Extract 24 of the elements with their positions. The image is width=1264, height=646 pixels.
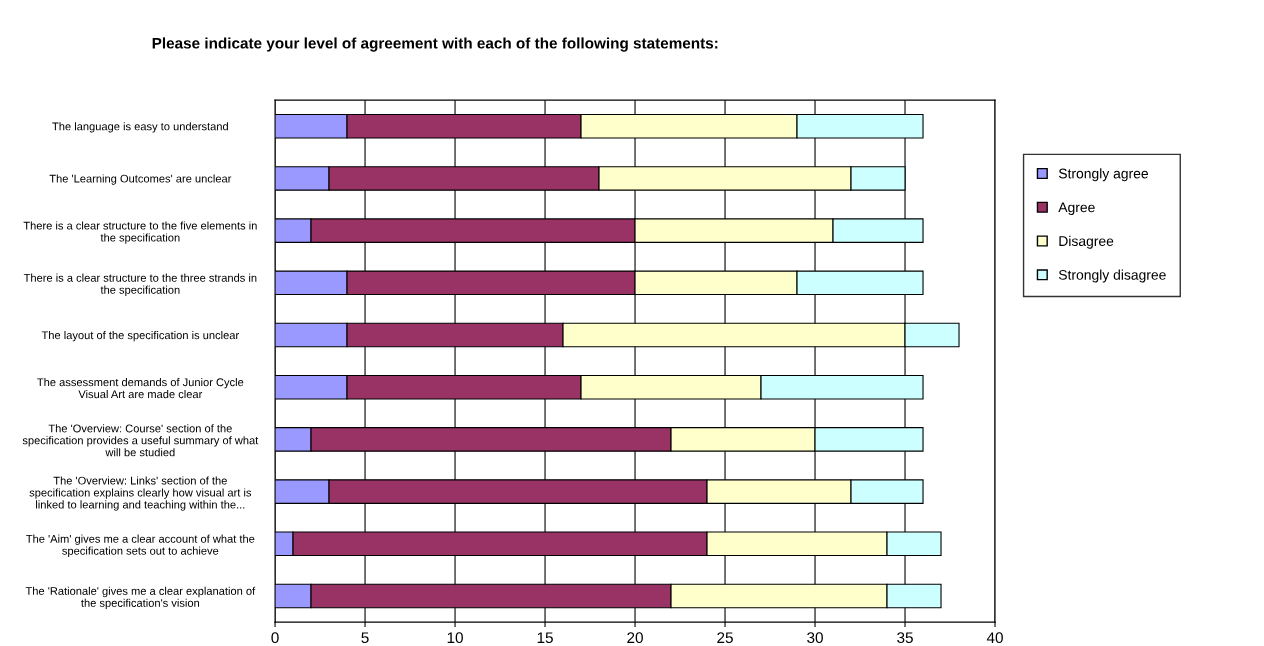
y-tick-label: The 'Rationale' gives me a clear explanation of the specification's vision [25,586,256,610]
x-tick-label: 5 [361,632,369,644]
chart-title: Please indicate your level of agreement with each of the following statements: [152,37,718,52]
y-tick-label: The assessment demands of Junior Cycle Visual Art are made clear [37,378,244,399]
y-tick-label: The 'Overview: Course' section of the specification provides a useful summary of what will be studied [22,424,259,457]
y-tick-label: The 'Overview: Links' section of the specification explains clearly how visual art is linked to learning and teaching within the... [29,476,252,511]
y-tick-label: There is a clear structure to the five elements in the specification [23,221,257,244]
y-tick-label: The layout of the specification is unclear [41,330,239,342]
x-tick-label: 35 [897,632,913,644]
legend-label: Strongly disagree [1058,269,1166,283]
legend-label: Strongly agree [1058,168,1148,182]
y-tick-label: The 'Learning Outcomes' are unclear [49,174,232,185]
y-tick-label: The language is easy to understand [52,122,228,133]
y-tick-label: There is a clear structure to the three strands in the specification [23,273,257,296]
legend-label: Disagree [1059,235,1114,249]
y-tick-label: The 'Aim' gives me a clear account of what the specification sets out to achieve [26,534,255,557]
legend-label: Agree [1058,202,1095,215]
x-tick-label: 15 [537,632,553,644]
x-tick-label: 25 [717,632,733,644]
x-tick-label: 10 [447,632,463,644]
x-tick-label: 0 [271,632,279,644]
x-tick-label: 20 [627,632,643,644]
x-tick-label: 40 [986,632,1003,644]
x-tick-label: 30 [807,632,823,644]
